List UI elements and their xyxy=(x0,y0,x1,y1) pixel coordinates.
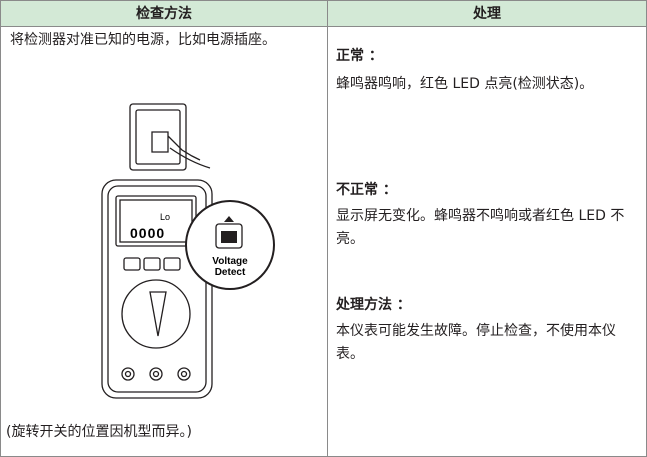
button-label: Detect xyxy=(215,267,246,278)
action-text: 本仪表可能发生故障。停止检查，不使用本仪表。 xyxy=(336,323,616,362)
action-heading: 正常 ： xyxy=(336,48,383,64)
display-main: 0000 xyxy=(130,225,165,241)
header-cell: 处理 xyxy=(327,0,647,27)
action-text: 显示屏无变化。蜂鸣器不鸣响或者红色 LED 不亮。 xyxy=(336,208,625,247)
button-label: Voltage xyxy=(212,256,248,267)
method-note: (旋转开关的位置因机型而异。) xyxy=(6,424,192,440)
display-top: Lo xyxy=(160,212,170,222)
method-text: 将检测器对准已知的电源，比如电源插座。 xyxy=(10,32,276,48)
action-heading: 不正常 ： xyxy=(336,182,397,198)
header-cell: 检查方法 xyxy=(0,0,328,27)
action-heading: 处理方法 ： xyxy=(336,297,411,313)
action-text: 蜂鸣器鸣响，红色 LED 点亮(检测状态)。 xyxy=(336,76,594,92)
illustration: Lo 0000 Voltage Detect xyxy=(101,103,275,399)
